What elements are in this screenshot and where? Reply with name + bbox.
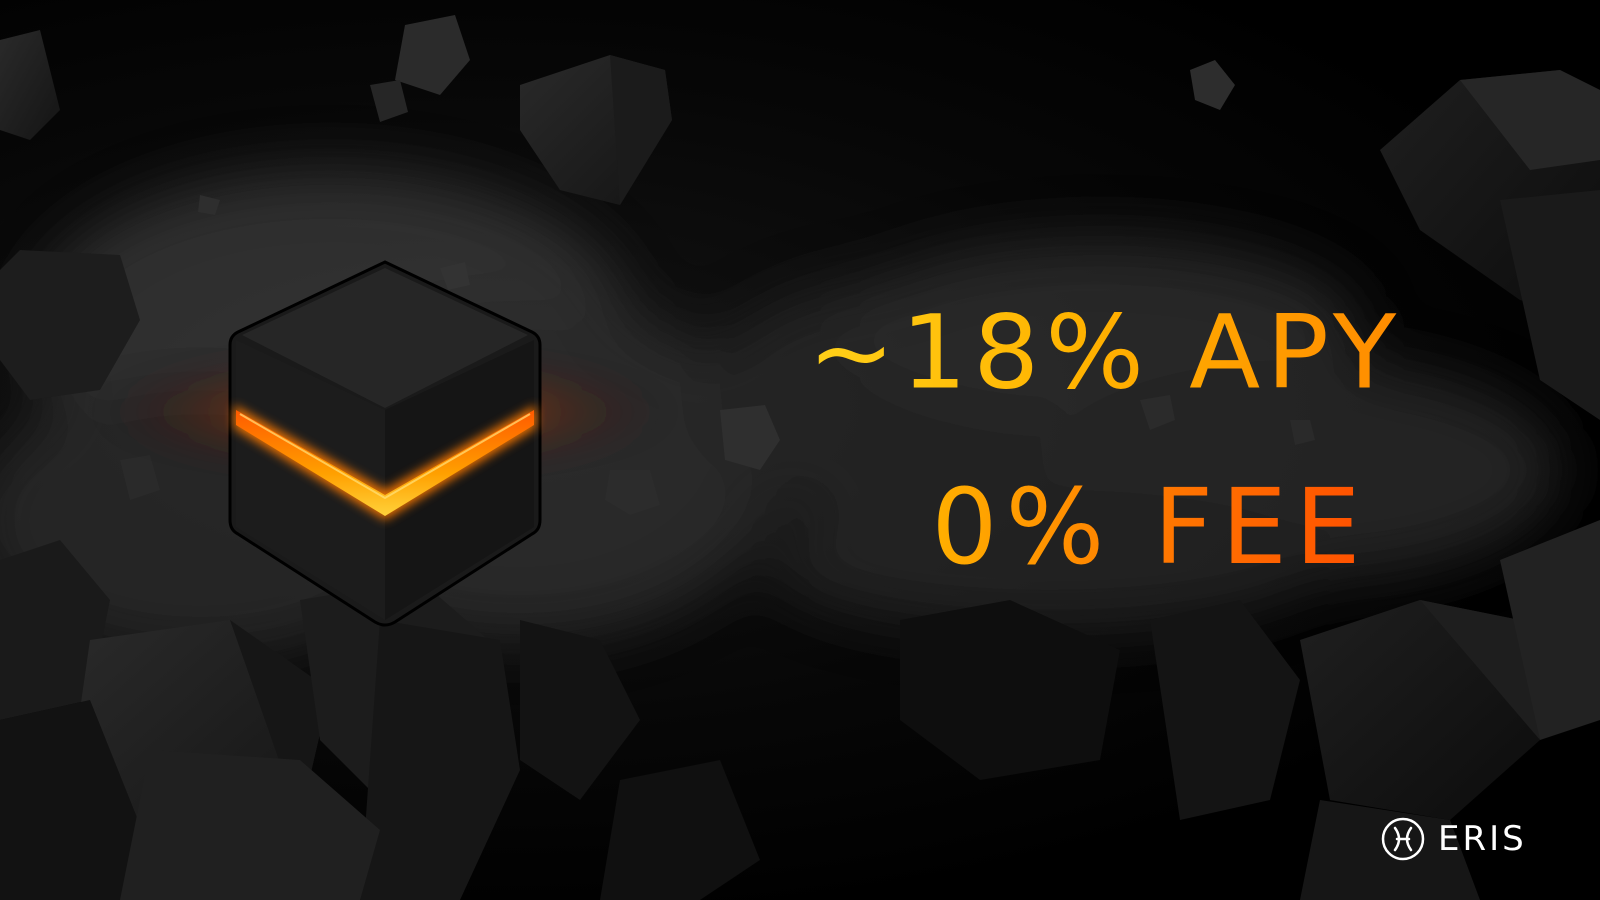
fee-headline: 0% FEE xyxy=(900,475,1400,579)
eris-logo-icon xyxy=(1381,817,1425,861)
apy-headline: ~18% APY xyxy=(795,301,1415,403)
brand-logo: ERIS xyxy=(1380,815,1527,863)
brand-name: ERIS xyxy=(1438,819,1527,859)
glowing-cube-icon xyxy=(228,260,542,627)
rock-foreground xyxy=(0,520,1600,900)
floating-rocks xyxy=(0,15,1600,515)
